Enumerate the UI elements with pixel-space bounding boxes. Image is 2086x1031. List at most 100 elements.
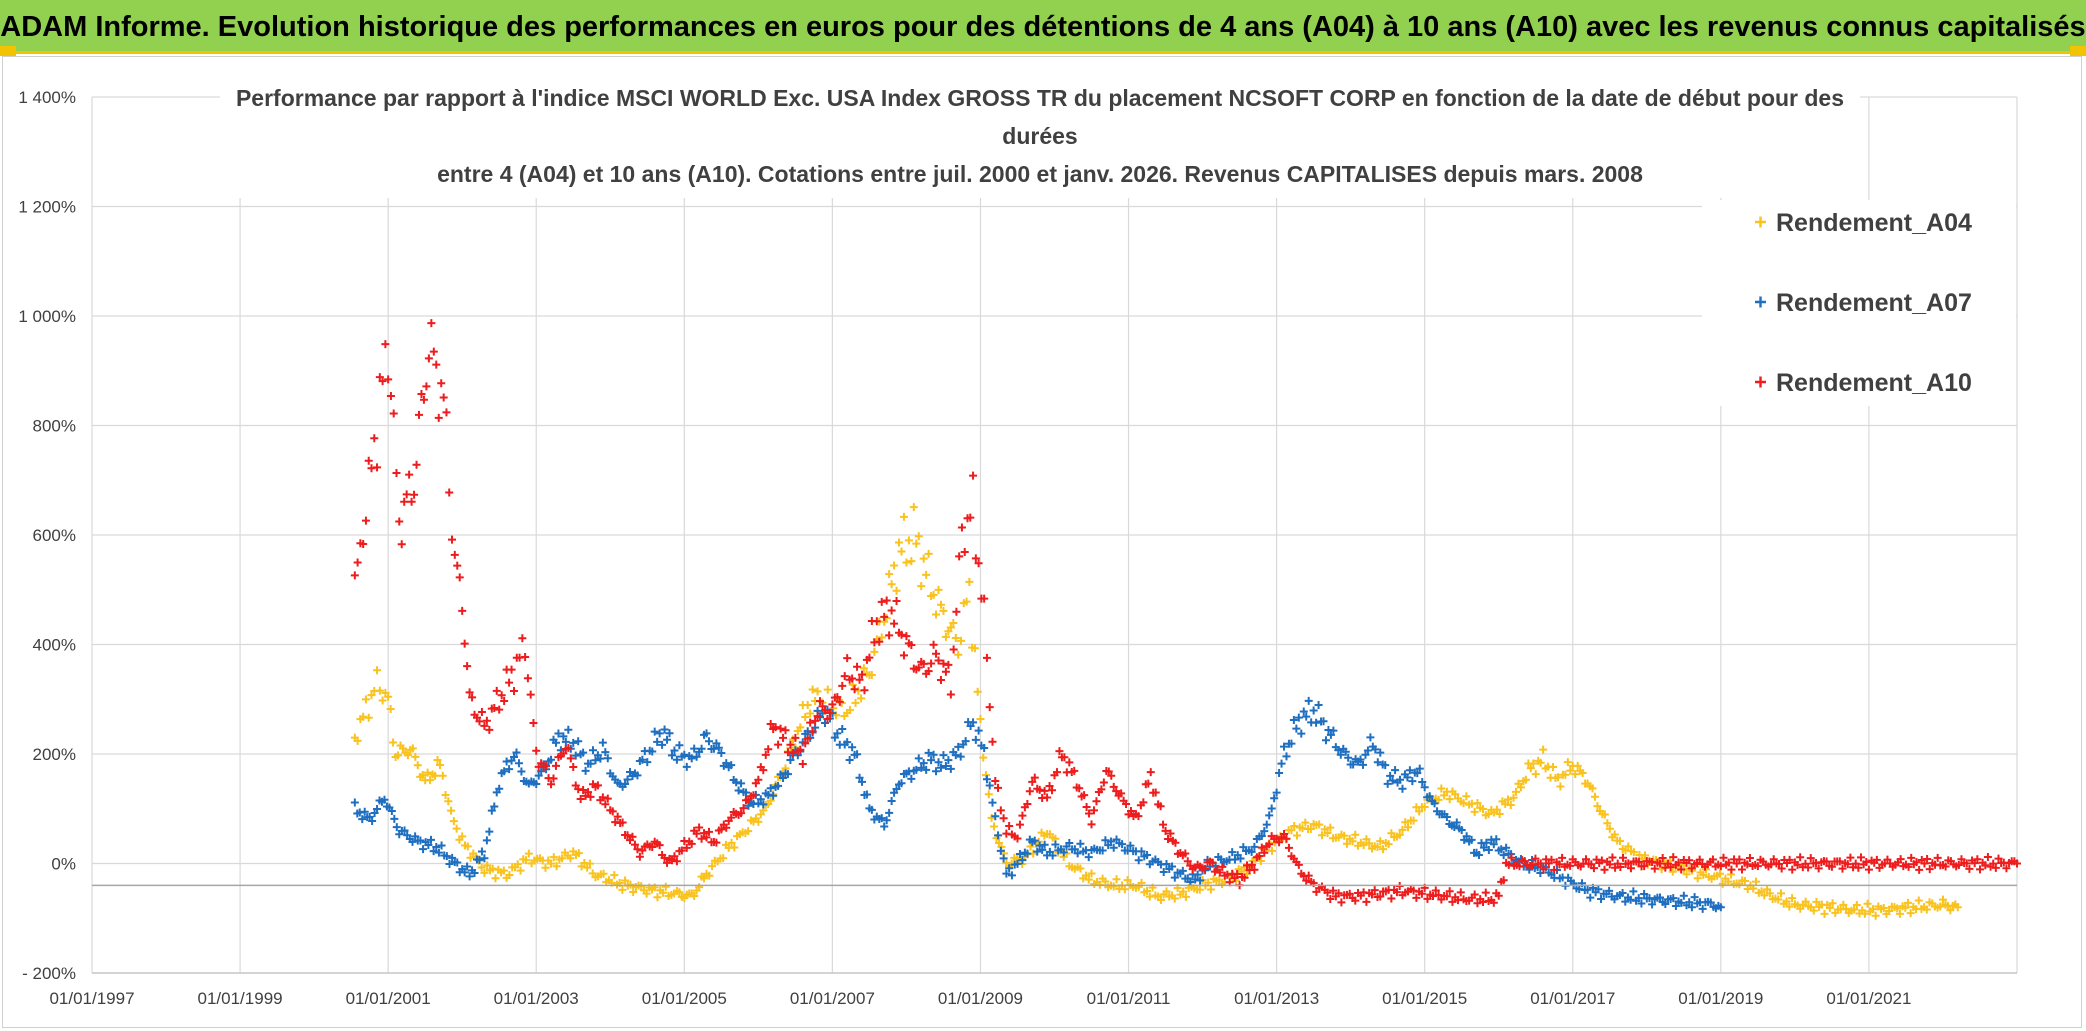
data-point [380, 795, 389, 804]
data-point [988, 798, 997, 807]
data-point [510, 753, 519, 762]
data-point [697, 744, 706, 753]
data-point [917, 763, 926, 772]
data-point [957, 523, 966, 532]
data-point [756, 795, 765, 804]
x-tick-label: 01/01/2009 [938, 989, 1023, 1008]
data-point [1018, 856, 1027, 865]
data-point [1179, 887, 1188, 896]
data-point [892, 586, 901, 595]
data-point [1336, 750, 1345, 759]
data-point [700, 874, 709, 883]
data-point [1555, 860, 1564, 869]
x-tick-label: 01/01/1999 [198, 989, 283, 1008]
data-point [1862, 858, 1871, 867]
data-point [682, 843, 691, 852]
data-point [417, 389, 426, 398]
chart-title-line-3: entre 4 (A04) et 10 ans (A10). Cotations… [437, 161, 1643, 187]
legend: Rendement_A04 Rendement_A07 Rendement_A10 [1702, 200, 2016, 406]
x-tick-label: 01/01/2015 [1382, 989, 1467, 1008]
data-point [1515, 862, 1524, 871]
data-point [907, 774, 916, 783]
y-tick-label: 600% [33, 526, 76, 545]
data-point [480, 721, 489, 730]
data-point [1656, 893, 1665, 902]
data-point [1319, 717, 1328, 726]
data-point [754, 817, 763, 826]
data-point [449, 817, 458, 826]
data-point [999, 854, 1008, 863]
data-point [1151, 788, 1160, 797]
data-point [727, 838, 736, 847]
data-point [482, 716, 491, 725]
data-point [786, 740, 795, 749]
data-point [1448, 897, 1457, 906]
data-point [1270, 794, 1279, 803]
data-point [373, 666, 382, 675]
data-point [477, 708, 486, 717]
data-point [566, 754, 575, 763]
data-point [1588, 784, 1597, 793]
data-point [1482, 838, 1491, 847]
data-point [1267, 846, 1276, 855]
data-point [944, 756, 953, 765]
data-point [588, 746, 597, 755]
data-point [1398, 825, 1407, 834]
data-point [1076, 864, 1085, 873]
data-point [996, 846, 1005, 855]
data-point [659, 888, 668, 897]
data-point [1706, 898, 1715, 907]
data-point [667, 751, 676, 760]
data-point [994, 783, 1003, 792]
data-point [806, 709, 815, 718]
data-point [1403, 773, 1412, 782]
data-point [1122, 800, 1131, 809]
data-point [1719, 853, 1728, 862]
data-point [1621, 897, 1630, 906]
data-point [759, 800, 768, 809]
data-point [1531, 854, 1540, 863]
data-point [970, 644, 979, 653]
data-point [1687, 903, 1696, 912]
data-point [1417, 889, 1426, 898]
data-point [500, 767, 509, 776]
data-point [1634, 894, 1643, 903]
data-point [1240, 873, 1249, 882]
data-point [687, 754, 696, 763]
data-point [1007, 871, 1016, 880]
data-point [445, 488, 454, 497]
data-point [949, 645, 958, 654]
data-point [1785, 855, 1794, 864]
legend-background [1702, 200, 2016, 406]
data-point [924, 748, 933, 757]
data-point [1409, 886, 1418, 895]
data-point [1777, 864, 1786, 873]
data-point [437, 379, 446, 388]
data-point [505, 678, 514, 687]
data-point [424, 354, 433, 363]
data-point [1280, 742, 1289, 751]
data-point [1134, 882, 1143, 891]
data-point [1005, 864, 1014, 873]
data-point [969, 471, 978, 480]
data-point [1597, 894, 1606, 903]
data-point [529, 718, 538, 727]
data-point [929, 750, 938, 759]
data-point [1640, 862, 1649, 871]
data-point [1060, 753, 1069, 762]
data-point [1499, 851, 1508, 860]
data-point [1901, 903, 1910, 912]
data-point [946, 623, 955, 632]
data-point [1195, 885, 1204, 894]
data-point [551, 761, 560, 770]
data-point [1553, 773, 1562, 782]
y-tick-label: 800% [33, 417, 76, 436]
data-point [961, 737, 970, 746]
data-point [1531, 770, 1540, 779]
data-point [353, 558, 362, 567]
data-point [838, 724, 847, 733]
data-point [1526, 764, 1535, 773]
data-point [892, 784, 901, 793]
data-point [1516, 783, 1525, 792]
data-point [638, 755, 647, 764]
